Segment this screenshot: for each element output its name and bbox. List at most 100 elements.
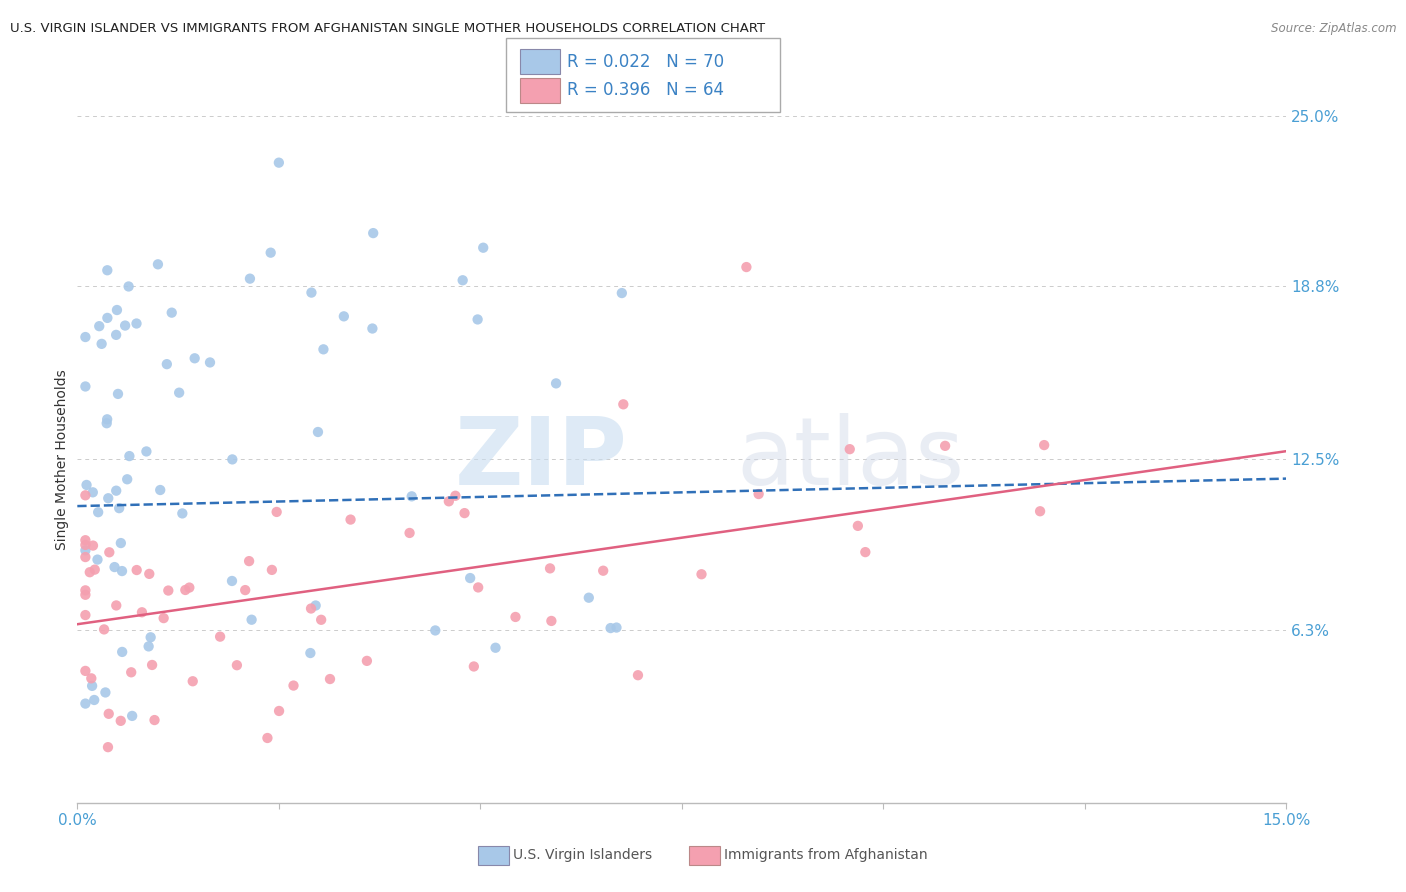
- Point: [111, 645, 134, 659]
- Point: [838, 442, 860, 457]
- Point: [444, 489, 467, 503]
- Point: [301, 285, 323, 300]
- Point: [114, 318, 136, 333]
- Text: Source: ZipAtlas.com: Source: ZipAtlas.com: [1271, 22, 1396, 36]
- Point: [105, 327, 128, 342]
- Point: [238, 554, 260, 568]
- Point: [1029, 504, 1052, 518]
- Point: [425, 624, 447, 638]
- Point: [463, 659, 485, 673]
- Point: [333, 310, 356, 324]
- Point: [115, 472, 138, 486]
- Point: [143, 713, 166, 727]
- Point: [398, 525, 420, 540]
- Point: [260, 245, 283, 260]
- Point: [82, 679, 104, 693]
- Point: [117, 279, 139, 293]
- Point: [361, 226, 384, 240]
- Point: [605, 621, 627, 635]
- Point: [174, 582, 197, 597]
- Point: [299, 601, 322, 615]
- Point: [260, 563, 283, 577]
- Text: R = 0.396   N = 64: R = 0.396 N = 64: [567, 81, 724, 99]
- Point: [467, 312, 489, 326]
- Point: [540, 614, 562, 628]
- Point: [146, 257, 169, 271]
- Point: [75, 697, 97, 711]
- Point: [853, 545, 876, 559]
- Point: [111, 564, 134, 578]
- Point: [172, 507, 194, 521]
- Point: [75, 543, 97, 558]
- Text: atlas: atlas: [737, 413, 965, 506]
- Point: [544, 376, 567, 391]
- Point: [283, 679, 305, 693]
- Point: [453, 506, 475, 520]
- Point: [141, 657, 163, 672]
- Point: [467, 581, 489, 595]
- Point: [75, 533, 97, 548]
- Point: [149, 483, 172, 497]
- Point: [505, 610, 527, 624]
- Point: [110, 536, 132, 550]
- Point: [239, 271, 262, 285]
- Point: [183, 351, 205, 366]
- Point: [458, 571, 481, 585]
- Point: [97, 740, 120, 755]
- Point: [339, 512, 361, 526]
- Point: [75, 583, 97, 598]
- Point: [152, 611, 174, 625]
- Point: [312, 343, 335, 357]
- Point: [934, 439, 956, 453]
- Point: [108, 501, 131, 516]
- Point: [97, 706, 120, 721]
- Point: [75, 664, 97, 678]
- Point: [138, 640, 160, 654]
- Point: [690, 567, 713, 582]
- Point: [86, 552, 108, 566]
- Point: [96, 263, 118, 277]
- Point: [97, 491, 120, 506]
- Point: [89, 319, 111, 334]
- Y-axis label: Single Mother Households: Single Mother Households: [55, 369, 69, 549]
- Point: [437, 494, 460, 508]
- Point: [167, 385, 190, 400]
- Point: [221, 452, 243, 467]
- Point: [401, 489, 423, 503]
- Point: [157, 583, 180, 598]
- Point: [299, 646, 322, 660]
- Point: [79, 566, 101, 580]
- Point: [76, 478, 98, 492]
- Text: R = 0.022   N = 70: R = 0.022 N = 70: [567, 53, 724, 70]
- Point: [75, 330, 97, 344]
- Point: [1033, 438, 1056, 452]
- Point: [209, 630, 232, 644]
- Point: [82, 539, 104, 553]
- Point: [305, 599, 328, 613]
- Point: [135, 444, 157, 458]
- Point: [160, 306, 183, 320]
- Point: [592, 564, 614, 578]
- Point: [105, 303, 128, 318]
- Point: [233, 583, 256, 598]
- Point: [120, 665, 142, 680]
- Point: [75, 379, 97, 393]
- Point: [75, 488, 97, 502]
- Point: [578, 591, 600, 605]
- Point: [75, 608, 97, 623]
- Point: [96, 416, 118, 430]
- Text: U.S. Virgin Islanders: U.S. Virgin Islanders: [513, 848, 652, 863]
- Point: [538, 561, 561, 575]
- Point: [307, 425, 329, 439]
- Point: [612, 397, 634, 411]
- Text: ZIP: ZIP: [454, 413, 627, 506]
- Point: [96, 310, 118, 325]
- Point: [75, 550, 97, 565]
- Point: [83, 563, 105, 577]
- Point: [484, 640, 506, 655]
- Point: [139, 630, 162, 644]
- Point: [90, 337, 112, 351]
- Point: [96, 412, 118, 426]
- Point: [138, 566, 160, 581]
- Point: [610, 286, 633, 301]
